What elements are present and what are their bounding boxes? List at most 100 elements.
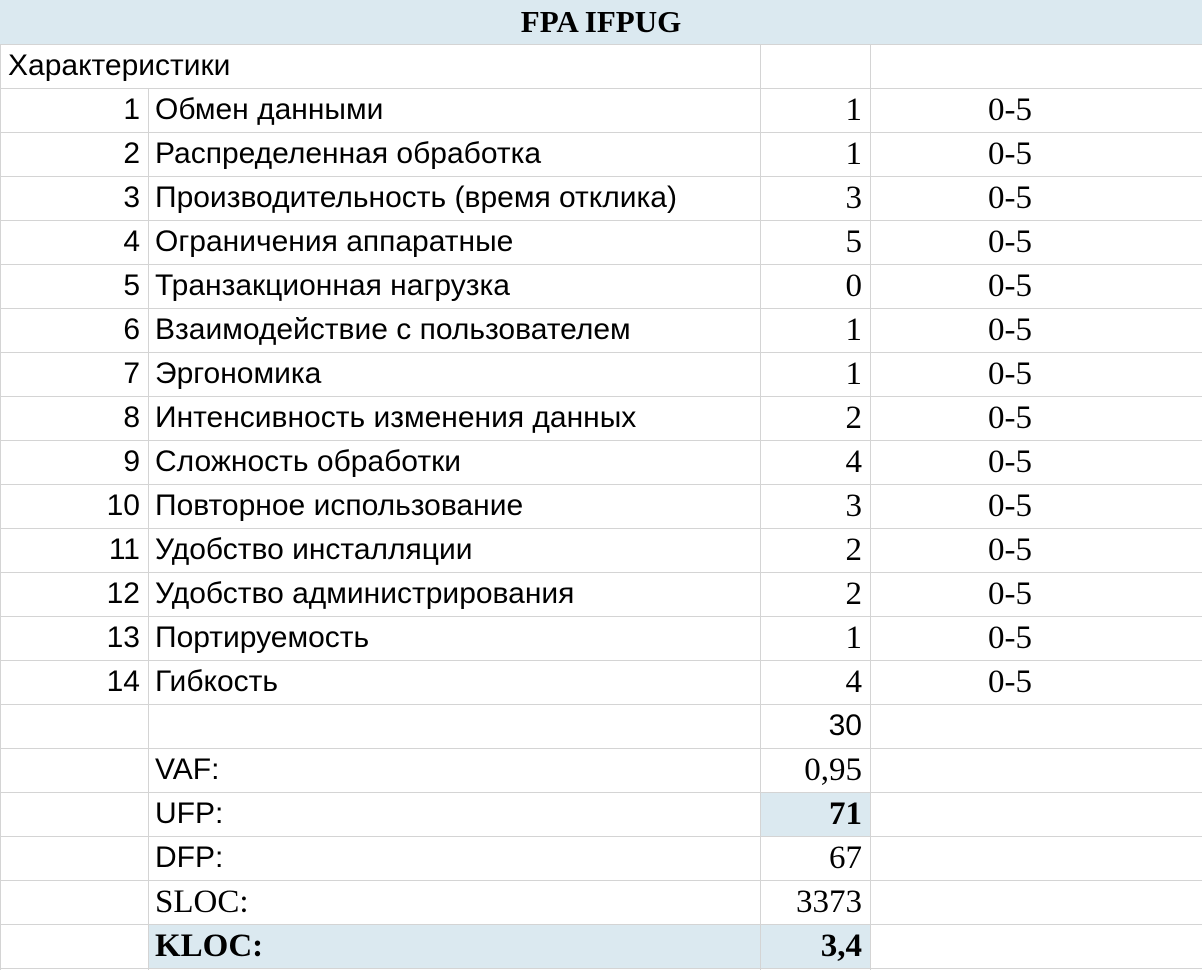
- characteristic-range: 0-5: [988, 267, 1032, 304]
- characteristic-value: 1: [845, 619, 863, 656]
- characteristic-label: Эргономика: [155, 357, 322, 390]
- characteristic-label: Производительность (время отклика): [155, 181, 677, 214]
- grid-row-line: [0, 836, 1202, 837]
- characteristic-range: 0-5: [988, 619, 1032, 656]
- grid-row-line: [0, 528, 1202, 529]
- characteristic-value: 2: [845, 399, 863, 436]
- characteristic-range: 0-5: [988, 443, 1032, 480]
- grid-column-line: [760, 44, 761, 970]
- kloc-value: 3,4: [760, 924, 870, 968]
- grid-column-line: [0, 44, 1, 970]
- characteristic-row: 7 Эргономика 1 0-5: [0, 352, 1202, 396]
- characteristic-label: Удобство инсталляции: [155, 533, 473, 566]
- characteristic-label: Гибкость: [155, 665, 279, 698]
- characteristic-row: 9 Сложность обработки 4 0-5: [0, 440, 1202, 484]
- sum-row: 30: [0, 704, 1202, 748]
- characteristic-value: 1: [845, 311, 863, 348]
- characteristic-number: 12: [106, 577, 140, 610]
- characteristic-label: Удобство администрирования: [155, 577, 575, 610]
- characteristic-number: 14: [106, 665, 140, 698]
- characteristic-range: 0-5: [988, 531, 1032, 568]
- characteristic-range: 0-5: [988, 575, 1032, 612]
- kloc-row: KLOC: 3,4: [0, 924, 1202, 968]
- characteristic-value: 0: [845, 267, 863, 304]
- characteristic-row: 11 Удобство инсталляции 2 0-5: [0, 528, 1202, 572]
- characteristic-number: 2: [123, 137, 140, 170]
- characteristic-range: 0-5: [988, 355, 1032, 392]
- characteristic-row: 13 Портируемость 1 0-5: [0, 616, 1202, 660]
- grid-row-line: [0, 352, 1202, 353]
- characteristic-range: 0-5: [988, 135, 1032, 172]
- grid-column-line: [148, 88, 149, 970]
- grid-row-line: [0, 176, 1202, 177]
- ufp-value: 71: [760, 792, 870, 836]
- characteristic-label: Обмен данными: [155, 93, 384, 126]
- characteristic-range: 0-5: [988, 91, 1032, 128]
- grid-row-line: [0, 44, 1202, 45]
- characteristic-value: 2: [845, 575, 863, 612]
- grid-row-line: [0, 220, 1202, 221]
- characteristic-row: 10 Повторное использование 3 0-5: [0, 484, 1202, 528]
- characteristic-row: 6 Взаимодействие с пользователем 1 0-5: [0, 308, 1202, 352]
- grid-row-line: [0, 440, 1202, 441]
- characteristic-row: 2 Распределенная обработка 1 0-5: [0, 132, 1202, 176]
- section-label: Характеристики: [8, 49, 231, 82]
- sloc-label: SLOC:: [155, 883, 249, 920]
- characteristic-value: 4: [845, 663, 863, 700]
- grid-row-line: [0, 616, 1202, 617]
- grid-row-line: [0, 88, 1202, 89]
- characteristic-row: 4 Ограничения аппаратные 5 0-5: [0, 220, 1202, 264]
- characteristic-value: 5: [845, 223, 863, 260]
- grid-row-line: [0, 132, 1202, 133]
- sloc-row: SLOC: 3373: [0, 880, 1202, 924]
- characteristic-label: Портируемость: [155, 621, 370, 654]
- kloc-label: KLOC:: [148, 924, 760, 968]
- characteristic-row: 14 Гибкость 4 0-5: [0, 660, 1202, 704]
- ufp-label: UFP:: [155, 797, 224, 830]
- characteristic-value: 4: [845, 443, 863, 480]
- characteristic-row: 3 Производительность (время отклика) 3 0-5: [0, 176, 1202, 220]
- vaf-label: VAF:: [155, 753, 220, 786]
- grid-row-line: [0, 792, 1202, 793]
- characteristic-number: 5: [123, 269, 140, 302]
- grid-row-line: [0, 660, 1202, 661]
- characteristic-label: Повторное использование: [155, 489, 524, 522]
- characteristic-number: 9: [123, 445, 140, 478]
- characteristic-number: 7: [123, 357, 140, 390]
- grid-row-line: [0, 748, 1202, 749]
- dfp-label: DFP:: [155, 841, 224, 874]
- characteristic-number: 8: [123, 401, 140, 434]
- characteristic-number: 4: [123, 225, 140, 258]
- sum-value: 30: [828, 709, 862, 742]
- characteristic-value: 1: [845, 91, 863, 128]
- grid-row-line: [0, 264, 1202, 265]
- dfp-row: DFP: 67: [0, 836, 1202, 880]
- characteristic-row: 8 Интенсивность изменения данных 2 0-5: [0, 396, 1202, 440]
- characteristic-range: 0-5: [988, 399, 1032, 436]
- grid-row-line: [0, 704, 1202, 705]
- characteristic-value: 1: [845, 355, 863, 392]
- characteristic-range: 0-5: [988, 223, 1032, 260]
- characteristic-row: 12 Удобство администрирования 2 0-5: [0, 572, 1202, 616]
- vaf-row: VAF: 0,95: [0, 748, 1202, 792]
- ufp-row: UFP: 71: [0, 792, 1202, 836]
- grid-row-line: [0, 968, 1202, 969]
- sheet-title: FPA IFPUG: [0, 0, 1202, 44]
- grid-row-line: [0, 572, 1202, 573]
- characteristic-label: Сложность обработки: [155, 445, 461, 478]
- characteristic-number: 3: [123, 181, 140, 214]
- characteristic-label: Распределенная обработка: [155, 137, 542, 170]
- characteristic-label: Ограничения аппаратные: [155, 225, 514, 258]
- grid-row-line: [0, 396, 1202, 397]
- characteristic-value: 1: [845, 135, 863, 172]
- characteristic-range: 0-5: [988, 311, 1032, 348]
- characteristic-number: 11: [108, 533, 140, 566]
- dfp-value: 67: [829, 839, 862, 876]
- characteristic-label: Взаимодействие с пользователем: [155, 313, 631, 346]
- grid-row-line: [0, 924, 1202, 925]
- characteristic-number: 1: [123, 93, 140, 126]
- characteristic-row: 1 Обмен данными 1 0-5: [0, 88, 1202, 132]
- characteristic-number: 13: [106, 621, 140, 654]
- characteristic-label: Интенсивность изменения данных: [155, 401, 637, 434]
